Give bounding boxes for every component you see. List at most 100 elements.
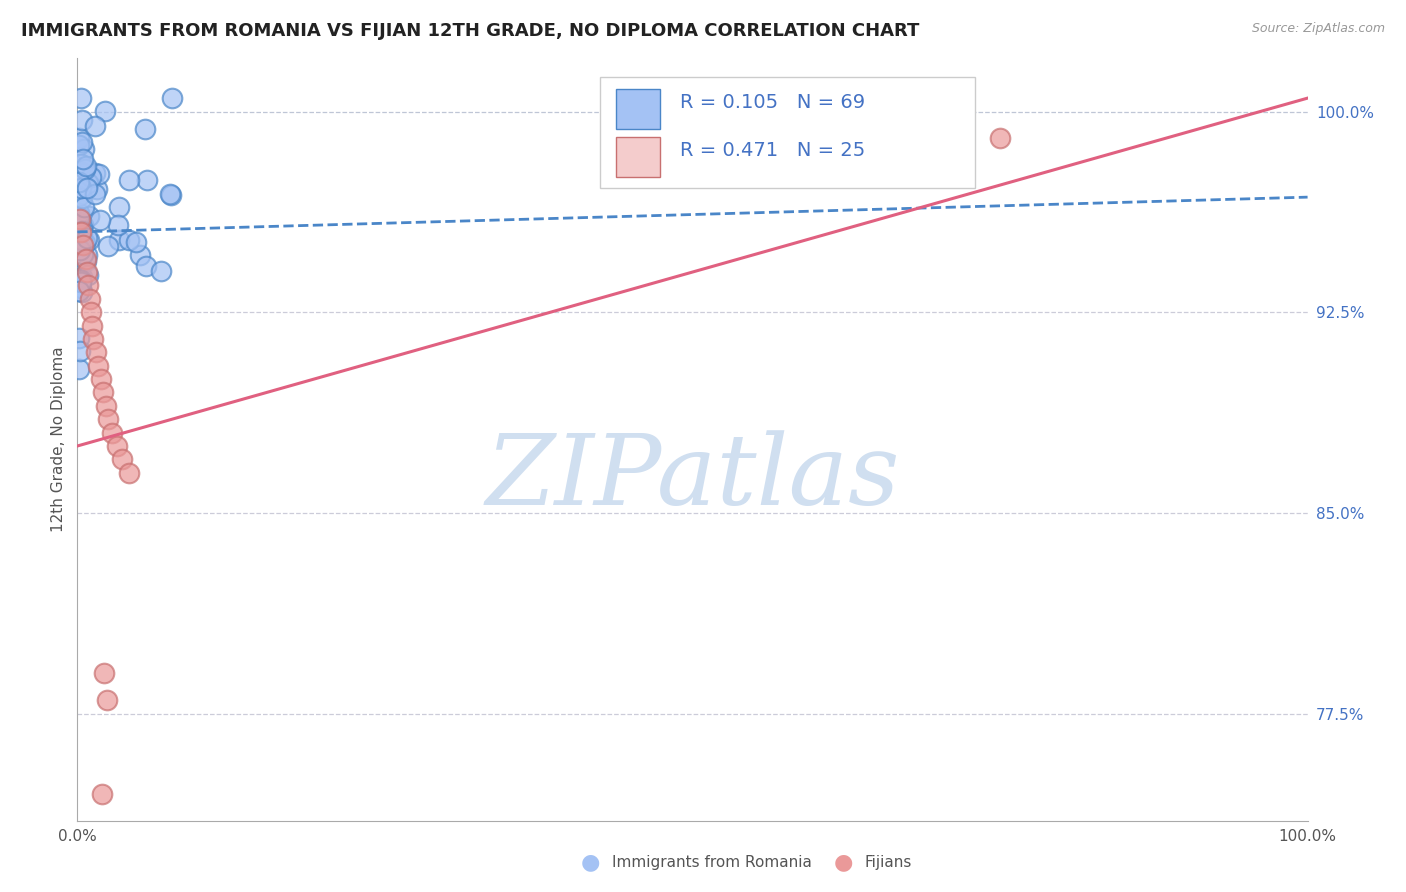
Point	[72, 166, 94, 180]
Point	[90, 787, 114, 801]
Point	[67, 175, 90, 189]
Point	[83, 186, 105, 201]
Point	[69, 273, 91, 287]
Point	[89, 167, 111, 181]
Point	[75, 235, 97, 250]
Point	[101, 425, 124, 440]
Text: IMMIGRANTS FROM ROMANIA VS FIJIAN 12TH GRADE, NO DIPLOMA CORRELATION CHART: IMMIGRANTS FROM ROMANIA VS FIJIAN 12TH G…	[21, 22, 920, 40]
Point	[75, 159, 97, 173]
Point	[107, 218, 129, 232]
Text: Immigrants from Romania: Immigrants from Romania	[612, 855, 811, 870]
Point	[97, 239, 120, 253]
Point	[108, 233, 131, 247]
Text: ●: ●	[834, 853, 853, 872]
Point	[118, 233, 141, 247]
Point	[67, 188, 90, 202]
Point	[75, 253, 97, 268]
Point	[70, 281, 93, 295]
Point	[94, 399, 117, 413]
Point	[69, 211, 91, 226]
Point	[77, 209, 100, 223]
Point	[80, 169, 103, 184]
Point	[69, 344, 91, 359]
Point	[72, 200, 94, 214]
Point	[988, 131, 1011, 145]
Point	[86, 182, 108, 196]
Point	[72, 247, 94, 261]
Point	[135, 259, 157, 273]
Point	[111, 452, 132, 467]
Point	[76, 177, 98, 191]
Point	[67, 211, 90, 225]
Point	[73, 142, 96, 156]
Point	[79, 233, 101, 247]
FancyBboxPatch shape	[616, 137, 661, 178]
Point	[70, 225, 93, 239]
Text: ●: ●	[581, 853, 600, 872]
Point	[70, 136, 93, 150]
Point	[70, 224, 93, 238]
Point	[67, 226, 90, 240]
Point	[89, 213, 111, 227]
Point	[72, 238, 94, 252]
Point	[80, 305, 103, 319]
Point	[77, 278, 100, 293]
Point	[128, 247, 150, 261]
Point	[70, 285, 93, 299]
Point	[72, 219, 94, 233]
Point	[82, 318, 104, 333]
Point	[69, 280, 91, 294]
Point	[79, 292, 101, 306]
Point	[72, 271, 94, 285]
Point	[69, 181, 91, 195]
Point	[76, 265, 98, 279]
Point	[70, 275, 93, 289]
Point	[76, 230, 98, 244]
Point	[69, 243, 91, 257]
Point	[69, 163, 91, 178]
Text: ZIPatlas: ZIPatlas	[485, 430, 900, 525]
Text: Source: ZipAtlas.com: Source: ZipAtlas.com	[1251, 22, 1385, 36]
FancyBboxPatch shape	[616, 89, 661, 128]
Point	[90, 372, 112, 386]
Point	[75, 162, 97, 177]
Point	[755, 131, 778, 145]
Point	[75, 252, 97, 266]
Point	[159, 186, 181, 201]
Point	[67, 284, 90, 298]
Point	[134, 121, 156, 136]
Point	[124, 235, 146, 249]
Point	[67, 138, 90, 153]
Point	[70, 113, 93, 128]
Point	[105, 439, 128, 453]
Point	[93, 666, 115, 681]
Point	[76, 248, 98, 262]
Point	[69, 156, 91, 170]
FancyBboxPatch shape	[600, 77, 976, 187]
Text: Fijians: Fijians	[865, 855, 912, 870]
Text: R = 0.471   N = 25: R = 0.471 N = 25	[681, 141, 866, 161]
Point	[160, 187, 183, 202]
Point	[67, 362, 90, 376]
Point	[82, 332, 104, 346]
Point	[77, 268, 100, 283]
Point	[84, 166, 107, 180]
Point	[70, 192, 93, 206]
Point	[67, 131, 90, 145]
Point	[108, 200, 131, 214]
Point	[97, 412, 120, 426]
Point	[67, 331, 90, 345]
Point	[72, 153, 94, 167]
Point	[87, 359, 110, 373]
Point	[149, 263, 172, 277]
Point	[84, 345, 107, 359]
Point	[76, 181, 98, 195]
Point	[69, 91, 91, 105]
Point	[94, 104, 117, 119]
Point	[84, 119, 107, 133]
Point	[72, 233, 94, 247]
Point	[96, 693, 118, 707]
Point	[67, 206, 90, 220]
Point	[72, 269, 94, 284]
Point	[162, 91, 184, 105]
